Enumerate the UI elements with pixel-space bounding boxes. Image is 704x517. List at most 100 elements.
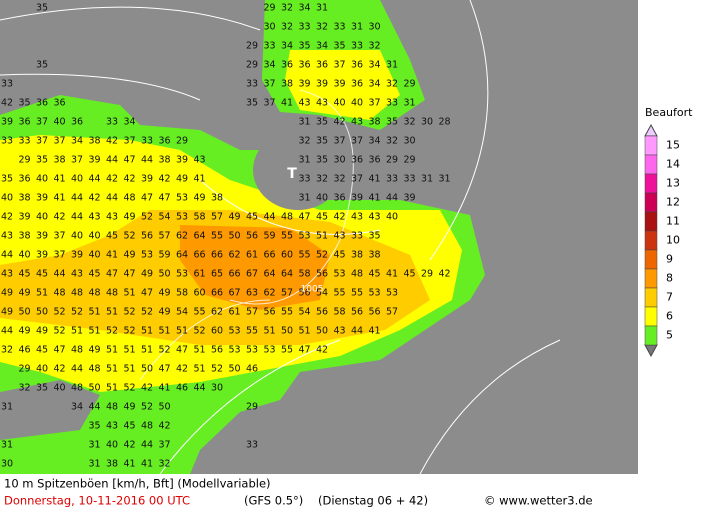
legend-label: 14	[666, 158, 680, 171]
grid-value: 36	[316, 60, 328, 71]
grid-value: 42	[123, 174, 135, 185]
legend-label: 5	[666, 329, 673, 342]
grid-value: 51	[36, 288, 48, 299]
grid-value: 64	[193, 231, 205, 242]
grid-value: 48	[71, 345, 83, 356]
grid-value: 38	[211, 193, 223, 204]
grid-value: 44	[141, 440, 153, 451]
grid-value: 29	[246, 402, 258, 413]
grid-value: 43	[1, 231, 13, 242]
grid-value: 39	[298, 79, 310, 90]
grid-value: 35	[316, 117, 328, 128]
grid-value: 40	[71, 231, 83, 242]
grid-value: 50	[158, 269, 170, 280]
legend-swatch	[644, 192, 658, 213]
grid-value: 35	[36, 155, 48, 166]
grid-value: 52	[53, 326, 65, 337]
grid-value: 47	[123, 155, 135, 166]
grid-value: 33	[106, 117, 118, 128]
grid-value: 57	[158, 231, 170, 242]
grid-value: 37	[36, 117, 48, 128]
grid-value: 52	[71, 307, 83, 318]
grid-value: 36	[351, 60, 363, 71]
grid-value: 30	[1, 459, 13, 470]
grid-value: 38	[368, 117, 380, 128]
grid-value: 45	[18, 269, 30, 280]
grid-value: 29	[246, 41, 258, 52]
grid-value: 53	[176, 193, 188, 204]
grid-value: 41	[368, 193, 380, 204]
legend-label: 8	[666, 272, 673, 285]
grid-value: 53	[333, 269, 345, 280]
grid-value: 65	[211, 269, 223, 280]
grid-value: 55	[298, 250, 310, 261]
grid-value: 36	[158, 136, 170, 147]
grid-value: 49	[158, 288, 170, 299]
grid-value: 35	[36, 3, 48, 14]
grid-value: 34	[316, 41, 328, 52]
grid-value: 31	[88, 459, 100, 470]
grid-value: 34	[123, 117, 135, 128]
grid-value: 32	[368, 41, 380, 52]
grid-value: 55	[281, 307, 293, 318]
grid-value: 44	[71, 193, 83, 204]
grid-value: 64	[281, 269, 293, 280]
grid-value: 49	[18, 326, 30, 337]
grid-value: 45	[36, 269, 48, 280]
grid-value: 33	[298, 174, 310, 185]
grid-value: 60	[281, 250, 293, 261]
grid-value: 51	[71, 326, 83, 337]
grid-value: 29	[246, 60, 258, 71]
grid-value: 49	[158, 307, 170, 318]
grid-value: 33	[298, 22, 310, 33]
grid-value: 52	[141, 307, 153, 318]
grid-value: 45	[316, 212, 328, 223]
grid-value: 56	[211, 345, 223, 356]
grid-value: 39	[71, 250, 83, 261]
grid-value: 63	[246, 288, 258, 299]
grid-value: 40	[36, 174, 48, 185]
region-bft8	[180, 225, 330, 310]
grid-value: 31	[421, 174, 433, 185]
grid-value: 55	[333, 288, 345, 299]
grid-value: 56	[351, 307, 363, 318]
grid-value: 62	[176, 231, 188, 242]
grid-value: 44	[351, 326, 363, 337]
grid-value: 35	[386, 117, 398, 128]
grid-value: 38	[18, 193, 30, 204]
grid-value: 38	[18, 231, 30, 242]
grid-value: 49	[123, 402, 135, 413]
grid-value: 33	[386, 174, 398, 185]
grid-value: 29	[421, 269, 433, 280]
grid-value: 38	[53, 155, 65, 166]
grid-value: 29	[403, 155, 415, 166]
grid-value: 29	[386, 155, 398, 166]
grid-value: 53	[176, 212, 188, 223]
grid-value: 40	[386, 212, 398, 223]
grid-value: 46	[18, 345, 30, 356]
grid-value: 45	[246, 212, 258, 223]
grid-value: 53	[368, 288, 380, 299]
grid-value: 37	[351, 136, 363, 147]
grid-value: 37	[333, 136, 345, 147]
grid-value: 49	[88, 345, 100, 356]
grid-value: 41	[123, 459, 135, 470]
grid-value: 37	[53, 250, 65, 261]
grid-value: 36	[351, 79, 363, 90]
legend-swatch	[644, 287, 658, 308]
grid-value: 39	[316, 79, 328, 90]
grid-value: 34	[71, 402, 83, 413]
grid-value: 36	[368, 155, 380, 166]
grid-value: 42	[1, 98, 13, 109]
grid-value: 36	[53, 98, 65, 109]
grid-value: 39	[351, 193, 363, 204]
grid-value: 37	[351, 174, 363, 185]
legend-label: 9	[666, 253, 673, 266]
grid-value: 53	[298, 231, 310, 242]
grid-value: 64	[263, 269, 275, 280]
grid-value: 62	[263, 288, 275, 299]
grid-value: 48	[88, 364, 100, 375]
grid-value: 39	[176, 155, 188, 166]
legend-arrow-bottom	[644, 344, 658, 358]
grid-value: 42	[333, 117, 345, 128]
